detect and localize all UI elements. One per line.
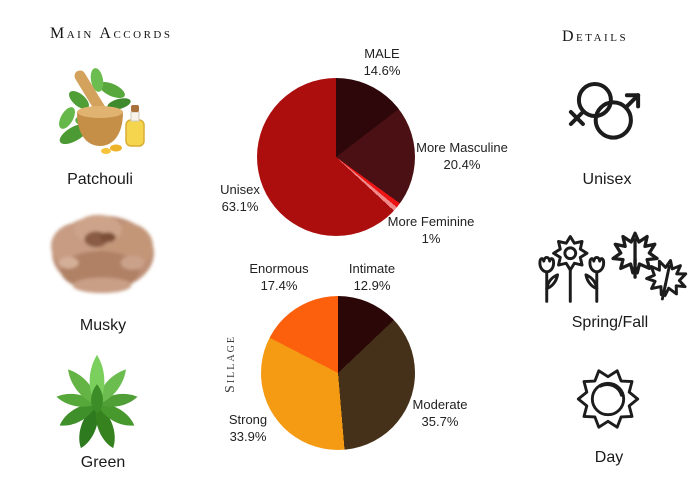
detail-label-time: Day bbox=[594, 449, 624, 466]
slice-name: Moderate bbox=[412, 397, 468, 412]
main-accords-title: Main Accords bbox=[50, 25, 173, 42]
accord-label-musky: Musky bbox=[79, 317, 127, 334]
patchouli-mortar-pestle-image bbox=[50, 60, 150, 160]
pie-label-enormous: Enormous 17.4% bbox=[249, 261, 308, 294]
slice-pct: 12.9% bbox=[353, 277, 391, 293]
slice-pct: 17.4% bbox=[260, 277, 298, 293]
pie-label-moderate: Moderate 35.7% bbox=[413, 397, 468, 430]
slice-pct: 63.1% bbox=[221, 198, 259, 214]
slice-pct: 14.6% bbox=[363, 62, 401, 78]
day-sun-icon bbox=[575, 366, 641, 432]
slice-name: More Feminine bbox=[387, 214, 475, 229]
spring-flowers-fall-leaves-icon bbox=[533, 225, 690, 307]
slice-name: More Masculine bbox=[416, 140, 508, 155]
pie-label-strong: Strong 33.9% bbox=[229, 412, 267, 445]
slice-name: Enormous bbox=[249, 261, 309, 276]
accord-label-green: Green bbox=[80, 454, 126, 471]
slice-name: Intimate bbox=[348, 261, 396, 276]
gender-pie-chart bbox=[257, 78, 415, 236]
accord-label-patchouli: Patchouli bbox=[67, 171, 133, 188]
slice-name: Unisex bbox=[220, 182, 260, 197]
slice-pct: 1% bbox=[421, 230, 441, 246]
pie-label-more-feminine: More Feminine 1% bbox=[388, 214, 475, 247]
unisex-gender-icon bbox=[562, 72, 647, 152]
pie-label-unisex: Unisex 63.1% bbox=[220, 182, 260, 215]
sillage-pie-chart bbox=[261, 296, 415, 450]
detail-label-gender: Unisex bbox=[582, 171, 632, 188]
slice-pct: 35.7% bbox=[421, 413, 459, 429]
sillage-axis-title: Sillage bbox=[223, 335, 238, 393]
slice-pct: 33.9% bbox=[229, 428, 267, 444]
slice-name: MALE bbox=[364, 46, 400, 61]
pie-label-more-masculine: More Masculine 20.4% bbox=[416, 140, 508, 173]
detail-label-season: Spring/Fall bbox=[571, 314, 649, 331]
slice-pct: 20.4% bbox=[443, 156, 481, 172]
pie-label-intimate: Intimate 12.9% bbox=[349, 261, 395, 294]
details-title: Details bbox=[562, 28, 629, 45]
pie-label-male: MALE 14.6% bbox=[364, 46, 401, 79]
mint-leaves-image bbox=[48, 348, 146, 448]
musk-fiber-image bbox=[38, 202, 168, 300]
slice-name: Strong bbox=[228, 412, 268, 427]
